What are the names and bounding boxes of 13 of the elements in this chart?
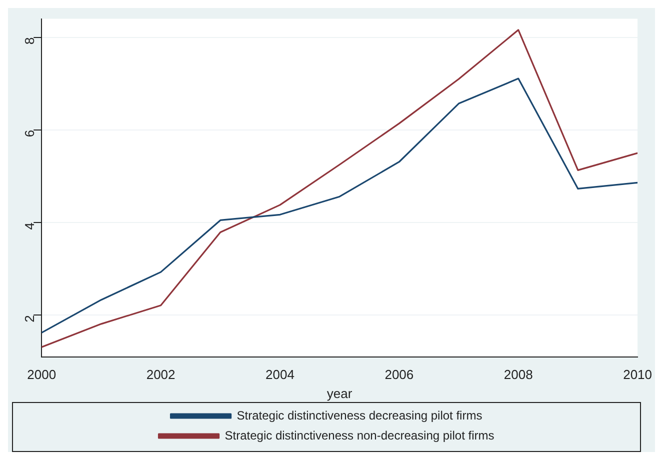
- legend-label: Strategic distinctiveness non-decreasing pilot firms: [224, 428, 494, 442]
- x-axis-title: year: [326, 386, 353, 401]
- y-tick-label: 4: [22, 222, 38, 230]
- x-tick-label: 2002: [146, 367, 176, 382]
- x-tick-label: 2006: [384, 367, 414, 382]
- x-tick-label: 2008: [504, 367, 533, 382]
- y-tick-label: 6: [22, 130, 38, 138]
- legend-label: Strategic distinctiveness decreasing pilot firms: [236, 408, 482, 422]
- x-tick-label: 2000: [27, 367, 56, 382]
- y-tick-label: 2: [22, 315, 38, 322]
- x-tick-label: 2004: [266, 367, 294, 382]
- y-tick-label: 8: [22, 37, 38, 45]
- x-tick-label: 2010: [623, 367, 652, 382]
